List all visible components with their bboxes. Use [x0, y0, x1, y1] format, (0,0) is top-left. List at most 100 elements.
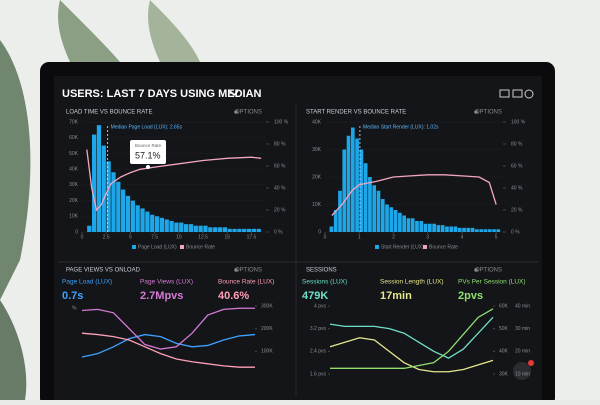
y-tick-label: 50K	[499, 326, 509, 332]
histogram-bar	[385, 204, 389, 232]
histogram-bar	[169, 221, 174, 232]
histogram-bar	[333, 210, 338, 232]
series-line	[81, 332, 255, 368]
tooltip	[130, 140, 166, 164]
histogram-bar	[145, 211, 150, 232]
histogram-bar	[183, 224, 189, 232]
median-label: Median Start Render (LUX): 1.02s	[363, 124, 439, 130]
y-tick-label: 20 min	[515, 349, 530, 355]
y-tick-label: 1.6 pvs	[310, 371, 327, 377]
histogram-bar	[423, 223, 428, 232]
histogram-bar	[222, 227, 227, 232]
histogram-bar	[150, 214, 155, 232]
plant-leaf	[0, 300, 27, 400]
y-tick-label: 30K	[312, 147, 322, 153]
y-tick-label: 60K	[499, 303, 509, 309]
y-tick-label: 30K	[499, 371, 509, 377]
options-button[interactable]: OPTIONS	[475, 268, 502, 274]
options-button[interactable]: OPTIONS	[475, 110, 502, 116]
y-tick-label: 50K	[69, 151, 79, 157]
histogram-bar	[410, 218, 415, 232]
histogram-bar	[256, 228, 261, 232]
histogram-bar	[419, 221, 424, 232]
series-line	[329, 316, 494, 359]
legend-label: Page Load (LUX)	[138, 244, 177, 250]
histogram-bar	[179, 222, 184, 232]
y-tick-label: 20K	[312, 174, 322, 180]
tooltip-value: 57.1%	[135, 150, 161, 160]
histogram-bar	[487, 229, 492, 232]
histogram-bar	[87, 225, 92, 232]
y-tick-label: 20K	[69, 198, 79, 204]
y-tick-label: 40K	[312, 119, 322, 125]
y-tick-label: 10K	[69, 214, 79, 220]
metric-label: Page Views (LUX)	[140, 279, 193, 286]
y2-tick-label: 100 %	[511, 119, 526, 125]
dashboard-title[interactable]: USERS: LAST 7 DAYS USING MEDIAN	[62, 88, 262, 100]
bounce-rate-line	[86, 149, 262, 212]
plant-leaf	[148, 0, 200, 62]
y-tick-label: 3.2 pvs	[310, 326, 327, 332]
histogram-bar	[492, 229, 496, 232]
histogram-bar	[159, 217, 165, 232]
monitor-icon[interactable]	[499, 89, 510, 98]
histogram-bar	[393, 210, 398, 232]
histogram-bar	[457, 227, 462, 232]
options-button[interactable]: OPTIONS	[235, 268, 262, 274]
histogram-bar	[475, 229, 479, 232]
metric-value: 2.7Mpvs	[140, 290, 183, 302]
options-icon	[234, 268, 238, 272]
x-tick-label: 2.5	[103, 234, 110, 240]
x-tick-label: 4	[461, 234, 464, 240]
help-icon[interactable]	[524, 89, 534, 99]
histogram-bar	[346, 135, 351, 232]
histogram-bar	[91, 134, 97, 232]
histogram-bar	[329, 226, 334, 232]
chart-icon[interactable]	[512, 89, 523, 98]
median-label: Median Page Load (LUX): 2.65s	[111, 124, 183, 130]
metric-value: 17min	[380, 290, 412, 302]
screen	[54, 76, 542, 400]
histogram-bar	[432, 223, 436, 232]
histogram-bar	[449, 226, 454, 232]
series-line	[330, 308, 494, 369]
metric-label: Session Length (LUX)	[380, 279, 444, 286]
metric-value: 40.6%	[218, 290, 249, 302]
histogram-bar	[101, 145, 106, 232]
y-tick-label: 10 min	[515, 371, 530, 377]
x-tick-label: 7.5	[151, 234, 158, 240]
histogram-bar	[483, 229, 488, 232]
metric-label: Sessions (LUX)	[302, 279, 347, 286]
y2-tick-label: 60 %	[511, 163, 523, 169]
chat-button[interactable]	[513, 362, 531, 380]
histogram-bar	[355, 138, 359, 232]
plant-leaf	[0, 40, 31, 300]
y-tick-label: 300K	[261, 303, 273, 309]
y2-tick-label: 20 %	[511, 207, 523, 213]
histogram-bar	[453, 226, 458, 232]
y2-tick-label: 60 %	[274, 163, 286, 169]
legend-swatch	[180, 245, 184, 249]
y2-tick-label: 0 %	[511, 229, 520, 235]
axis-title: %	[72, 305, 77, 311]
metric-value: 2pvs	[458, 290, 483, 302]
dropdown-icon[interactable]	[229, 90, 239, 97]
histogram-bar	[398, 212, 402, 232]
histogram-bar	[203, 225, 208, 232]
y-tick-label: 200K	[261, 326, 273, 332]
options-icon	[474, 110, 478, 114]
options-button[interactable]: OPTIONS	[235, 110, 262, 116]
tooltip-point	[146, 165, 150, 169]
histogram-bar	[174, 222, 179, 232]
x-tick-label: 1	[358, 234, 361, 240]
y-tick-label: 2.4 pvs	[310, 349, 327, 355]
panel-title: START RENDER VS BOUNCE RATE	[306, 110, 406, 116]
legend-label: Start Render (LUX)	[381, 244, 424, 250]
histogram-bar	[121, 189, 126, 232]
x-tick-label: 15	[224, 234, 230, 240]
y-tick-label: 100K	[261, 349, 273, 355]
histogram-bar	[208, 227, 213, 232]
histogram-bar	[111, 172, 116, 232]
